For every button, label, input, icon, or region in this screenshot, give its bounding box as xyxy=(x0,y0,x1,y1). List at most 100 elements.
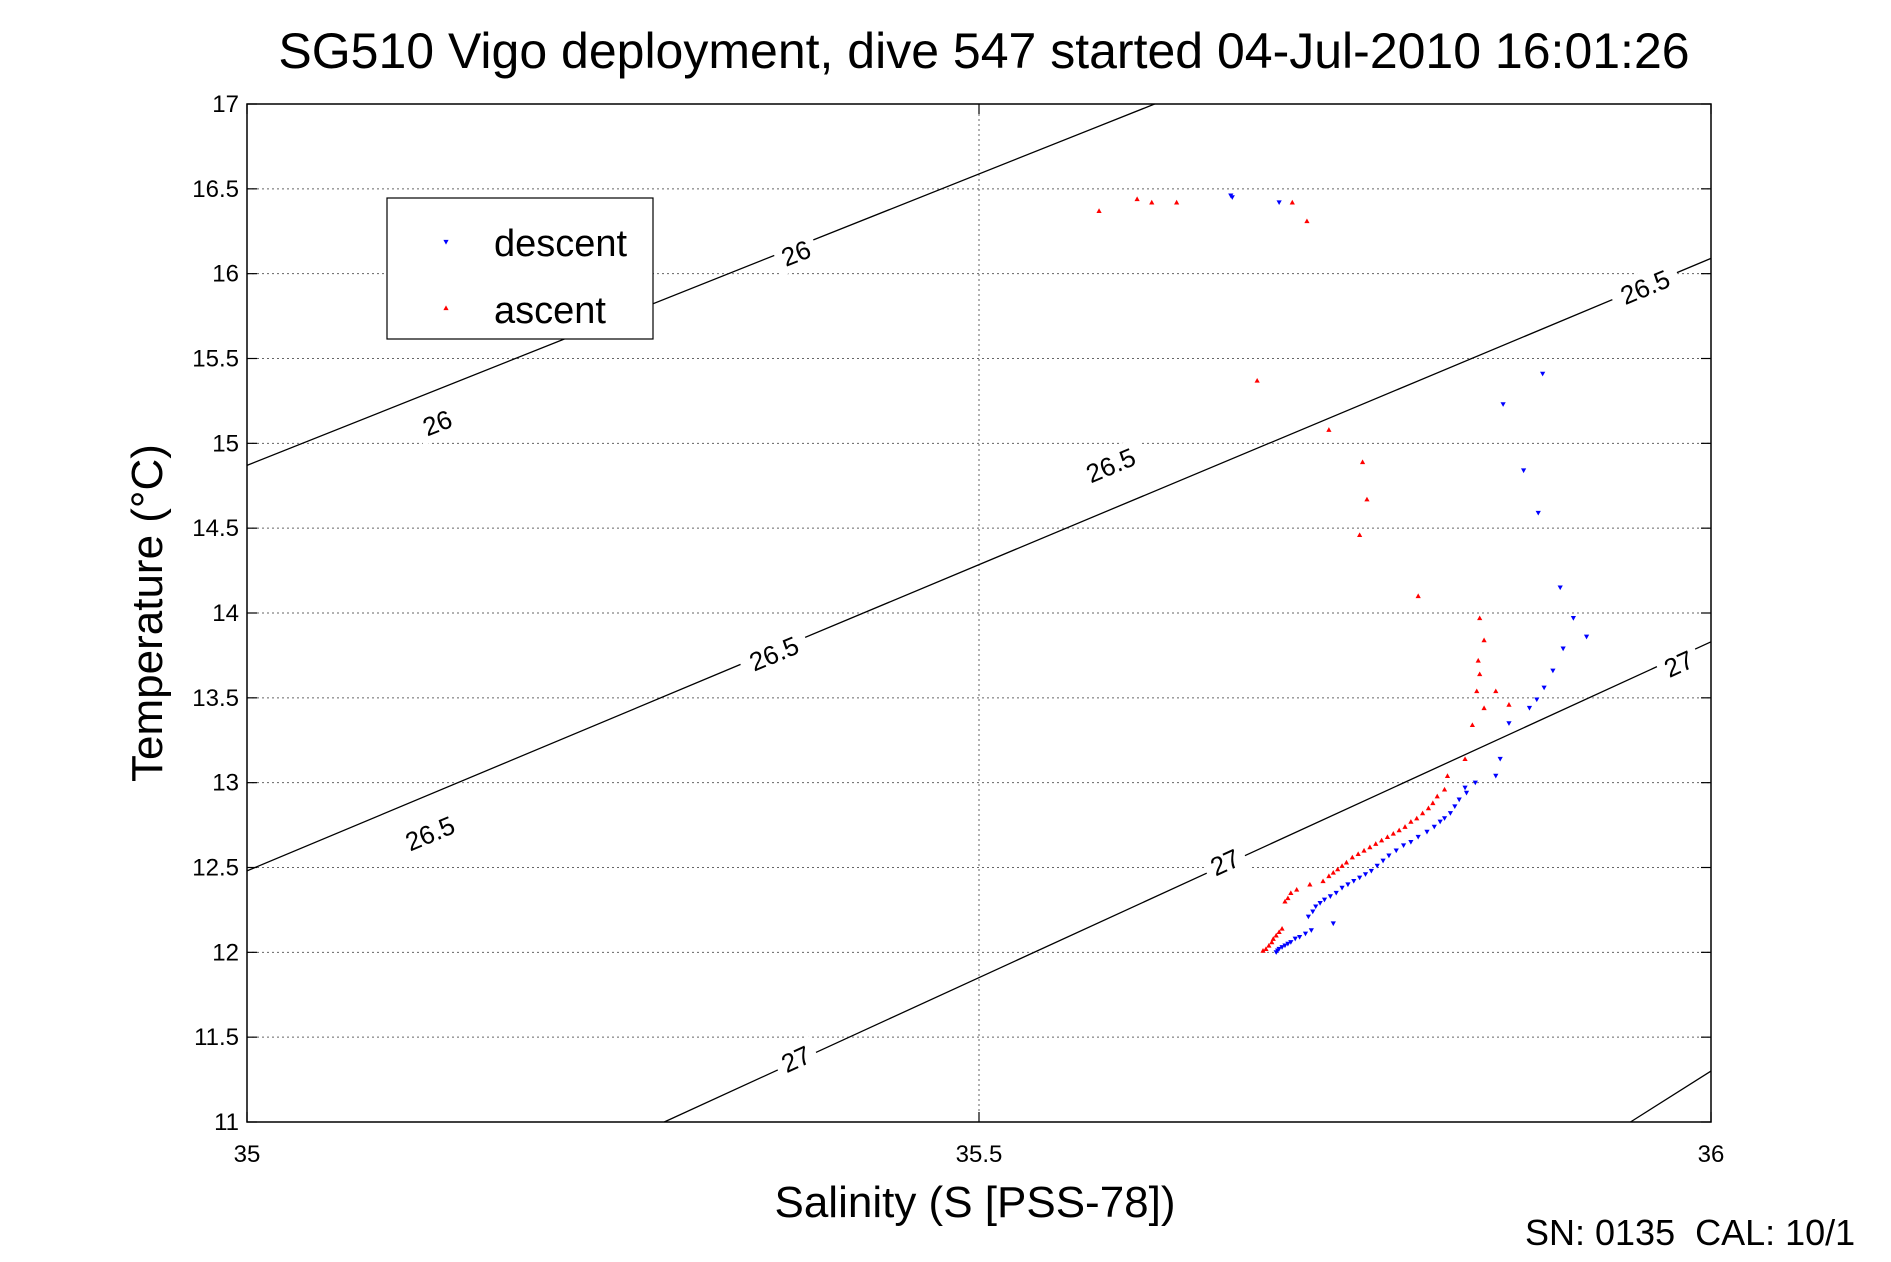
x-tick-label: 35.5 xyxy=(956,1141,1003,1168)
descent-point xyxy=(1557,585,1563,591)
descent-point xyxy=(1321,897,1328,903)
ascent-point xyxy=(1134,196,1140,202)
ascent-point xyxy=(1320,878,1326,884)
descent-point xyxy=(1500,402,1506,407)
descent-point xyxy=(1560,646,1566,652)
legend-marker-descent xyxy=(443,239,449,245)
ascent-point xyxy=(1477,671,1483,677)
descent-point xyxy=(1357,875,1363,881)
y-tick-label: 13 xyxy=(212,770,239,797)
ascent-point xyxy=(1361,847,1367,853)
descent-point xyxy=(1297,934,1303,940)
ascent-point xyxy=(1349,854,1355,860)
descent-point xyxy=(1345,882,1351,888)
descent-point xyxy=(1313,904,1319,910)
ascent-point xyxy=(1434,793,1440,799)
descent-point xyxy=(1351,878,1357,884)
ascent-point xyxy=(1279,925,1285,931)
descent-point xyxy=(1393,848,1399,854)
legend-markers xyxy=(443,239,449,311)
serial-calibration-footer: SN: 0135 CAL: 10/1 xyxy=(1525,1212,1855,1253)
ascent-point xyxy=(1294,886,1300,892)
descent-point xyxy=(1279,945,1285,950)
y-tick-label: 11.5 xyxy=(194,1024,239,1051)
descent-point xyxy=(1308,928,1314,933)
x-tick-label: 36 xyxy=(1698,1141,1725,1168)
legend: descent ascent xyxy=(386,197,654,340)
ascent-point xyxy=(1441,786,1448,792)
descent-point xyxy=(1302,931,1309,937)
ascent-point xyxy=(1339,863,1345,868)
ascent-point xyxy=(1444,773,1451,778)
descent-point xyxy=(1333,890,1339,896)
ascent-point xyxy=(1414,815,1420,821)
y-tick-label: 15.5 xyxy=(192,346,239,373)
descent-point xyxy=(1463,790,1470,796)
ascent-point xyxy=(1469,722,1475,728)
ascent-point xyxy=(1270,936,1276,941)
ascent-point xyxy=(1430,800,1436,806)
ascent-point xyxy=(1269,939,1275,945)
descent-point xyxy=(1424,829,1430,835)
ascent-point xyxy=(1481,637,1487,643)
ascent-point xyxy=(1408,819,1414,824)
ascent-point xyxy=(1415,593,1421,599)
ascent-point xyxy=(1263,946,1269,952)
ascent-point xyxy=(1304,218,1310,224)
descent-point xyxy=(1526,705,1533,711)
descent-point xyxy=(1386,853,1392,859)
y-tick-label: 14.5 xyxy=(192,515,239,542)
y-tick-label: 15 xyxy=(212,430,239,457)
legend-label-descent: descent xyxy=(494,223,628,265)
ascent-point xyxy=(1355,851,1361,857)
contour-label-background xyxy=(1653,640,1705,688)
y-axis-label: Temperature (°C) xyxy=(123,444,172,782)
descent-point xyxy=(1327,894,1333,899)
ascent-point xyxy=(1289,199,1295,205)
ascent-point xyxy=(1174,199,1180,205)
descent-point xyxy=(1380,858,1386,864)
ascent-point xyxy=(1390,830,1396,836)
ascent-point xyxy=(1357,532,1363,538)
ascent-point xyxy=(1254,377,1260,383)
density-contour-line xyxy=(246,257,1712,872)
y-tick-label: 12.5 xyxy=(192,855,239,882)
descent-point xyxy=(1472,780,1478,786)
contour-label-background xyxy=(1199,839,1251,886)
descent-point xyxy=(1521,468,1527,474)
ascent-point xyxy=(1276,929,1282,935)
legend-marker-ascent xyxy=(443,305,449,311)
descent-point xyxy=(1441,816,1448,821)
descent-point xyxy=(1540,371,1546,377)
descent-point xyxy=(1583,634,1590,640)
descent-point xyxy=(1534,697,1540,703)
descent-point xyxy=(1462,785,1468,791)
descent-point xyxy=(1285,941,1291,947)
descent-point xyxy=(1408,839,1414,845)
descent-point xyxy=(1330,921,1336,927)
ascent-point xyxy=(1419,810,1426,816)
ascent-point xyxy=(1367,844,1373,850)
ascent-point xyxy=(1462,756,1468,761)
y-tick-label: 11 xyxy=(214,1109,239,1136)
ascent-point xyxy=(1288,890,1294,896)
descent-point xyxy=(1317,901,1323,906)
density-contour-line xyxy=(1630,1070,1712,1123)
contour-label-background xyxy=(770,1035,822,1083)
descent-point xyxy=(1535,510,1541,516)
legend-box xyxy=(386,197,654,340)
descent-point xyxy=(1282,943,1288,949)
contour-label-background xyxy=(1072,437,1150,494)
descent-point xyxy=(1541,685,1547,691)
density-contour-line xyxy=(663,641,1712,1123)
ascent-point xyxy=(1396,827,1402,833)
descent-point xyxy=(1431,824,1437,830)
descent-point xyxy=(1452,804,1458,810)
y-tick-label: 16.5 xyxy=(192,176,239,203)
descent-point xyxy=(1456,797,1462,803)
ascent-point xyxy=(1402,824,1408,829)
ascent-point xyxy=(1493,688,1499,694)
descent-point xyxy=(1400,843,1407,849)
